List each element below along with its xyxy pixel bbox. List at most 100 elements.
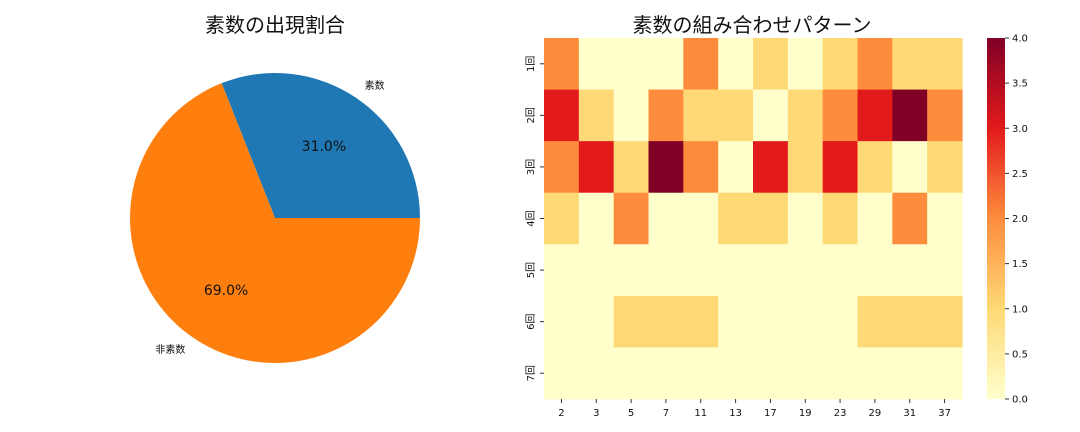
x-tick-label: 7	[663, 408, 669, 419]
x-tick-label: 2	[558, 408, 564, 419]
heatmap-cell	[753, 244, 789, 297]
heatmap-cell	[892, 192, 928, 245]
heatmap-cell	[787, 192, 824, 245]
x-tick-label: 23	[834, 408, 847, 419]
pie-percent-label: 31.0%	[302, 139, 346, 155]
heatmap-cell	[822, 347, 859, 400]
heatmap-cell	[613, 295, 650, 349]
heatmap-cell	[648, 141, 684, 194]
heatmap-cell	[927, 244, 963, 297]
heatmap-cell	[544, 141, 580, 194]
heatmap-cell	[857, 347, 893, 400]
heatmap-cell	[892, 141, 928, 194]
heatmap-cell	[648, 347, 684, 400]
heatmap-cell	[683, 295, 719, 349]
pie-title: 素数の出現割合	[205, 13, 345, 37]
colorbar-tick-label: 0.0	[1012, 395, 1028, 406]
heatmap-cell	[578, 295, 615, 349]
pie-slice-label: 非素数	[155, 343, 185, 356]
heatmap-cell	[892, 295, 928, 349]
heatmap-cell	[857, 295, 893, 349]
heatmap-cell	[927, 192, 963, 245]
colorbar-tick-label: 2.5	[1012, 169, 1028, 180]
heatmap-cell	[892, 244, 928, 297]
heatmap-cell	[578, 141, 615, 194]
heatmap-cell	[718, 244, 754, 297]
heatmap-cell	[927, 89, 963, 142]
heatmap-cell	[613, 347, 650, 400]
heatmap-cell	[787, 347, 824, 400]
heatmap-cell	[927, 295, 963, 349]
heatmap-cell	[927, 38, 963, 91]
x-tick-label: 11	[694, 408, 707, 419]
colorbar-tick-label: 2.0	[1012, 214, 1028, 225]
colorbar-tick-label: 1.5	[1012, 259, 1028, 270]
heatmap-cell	[578, 244, 615, 297]
heatmap-cell	[787, 89, 824, 142]
heatmap-cell	[683, 244, 719, 297]
heatmap-cell	[613, 192, 650, 245]
pie-percent-label: 69.0%	[204, 283, 248, 299]
x-tick-label: 5	[628, 408, 634, 419]
heatmap-cell	[857, 89, 893, 142]
heatmap-cell	[578, 89, 615, 142]
heatmap-cell	[857, 244, 893, 297]
heatmap-cell	[927, 347, 963, 400]
colorbar: 0.0 0.5 1.0 1.5 2.0 2.5 3.0 3.5 4.0	[987, 34, 1028, 406]
heatmap-cell	[648, 192, 684, 245]
heatmap-cell	[927, 141, 963, 194]
heatmap-cell	[648, 38, 684, 91]
heatmap-cell	[753, 38, 789, 91]
y-tick-label: 7回	[525, 365, 537, 381]
heatmap-cell	[683, 192, 719, 245]
heatmap-cell	[544, 38, 580, 91]
colorbar-tick-label: 1.0	[1012, 304, 1028, 315]
heatmap-cell	[787, 38, 824, 91]
heatmap-cell	[892, 347, 928, 400]
heatmap-cell	[718, 295, 754, 349]
heatmap-cell	[613, 89, 650, 142]
heatmap-title: 素数の組み合わせパターン	[633, 13, 872, 37]
heatmap-cell	[544, 295, 580, 349]
heatmap-cell	[718, 89, 754, 142]
heatmap-cell	[544, 347, 580, 400]
heatmap-cell	[544, 244, 580, 297]
heatmap-cell	[544, 192, 580, 245]
heatmap-cell	[857, 192, 893, 245]
heatmap-cell	[857, 141, 893, 194]
heatmap-cell	[822, 192, 859, 245]
heatmap-cell	[648, 295, 684, 349]
x-tick-label: 37	[938, 408, 951, 419]
heatmap-cell	[787, 295, 824, 349]
pie-slice-label: 素数	[365, 79, 385, 92]
heatmap-cell	[822, 38, 859, 91]
heatmap-cell	[892, 89, 928, 142]
colorbar-tick-label: 4.0	[1012, 34, 1028, 45]
heatmap-cell	[822, 295, 859, 349]
heatmap-cell	[683, 89, 719, 142]
heatmap-cell	[787, 244, 824, 297]
heatmap-cell	[892, 38, 928, 91]
pie-slice-1	[129, 83, 420, 364]
heatmap-cell	[822, 89, 859, 142]
colorbar-tick-label: 3.0	[1012, 124, 1028, 135]
x-tick-label: 3	[593, 408, 599, 419]
heatmap-cell	[578, 38, 615, 91]
heatmap-cell	[544, 89, 580, 142]
y-tick-label: 3回	[525, 159, 537, 175]
colorbar-tick-label: 0.5	[1012, 349, 1028, 360]
heatmap-cell	[718, 141, 754, 194]
colorbar-tick-label: 3.5	[1012, 79, 1028, 90]
heatmap-cell	[753, 141, 789, 194]
y-tick-label: 4回	[525, 210, 537, 226]
heatmap-cell	[718, 38, 754, 91]
colorbar-gradient	[987, 38, 1005, 399]
heatmap-cell	[648, 244, 684, 297]
heatmap-cell	[613, 244, 650, 297]
y-tick-label: 1回	[525, 56, 537, 72]
x-tick-label: 13	[729, 408, 742, 419]
heatmap-cell	[718, 192, 754, 245]
heatmap-cell	[613, 38, 650, 91]
heatmap-cell	[753, 347, 789, 400]
